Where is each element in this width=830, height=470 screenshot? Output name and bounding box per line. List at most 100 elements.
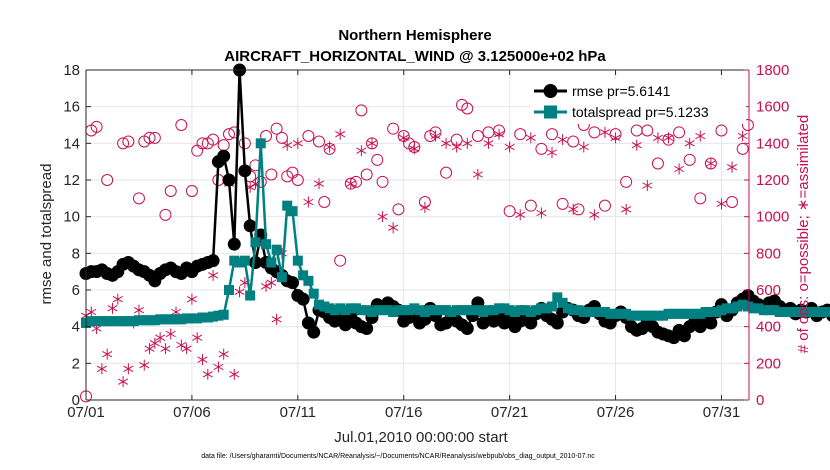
assimilated-obs-point <box>451 141 462 153</box>
totalspread-point <box>509 307 520 317</box>
legend-spread-marker <box>544 105 557 119</box>
possible-obs-point <box>222 128 235 141</box>
totalspread-point <box>785 307 796 317</box>
totalspread-point <box>102 316 113 327</box>
series-layer <box>79 63 830 403</box>
totalspread-point <box>314 299 325 310</box>
possible-obs-point <box>471 130 484 142</box>
totalspread-point <box>721 303 732 314</box>
totalspread-point <box>340 305 351 316</box>
totalspread-point <box>165 314 176 325</box>
totalspread-point <box>303 275 314 286</box>
assimilated-obs-point <box>133 304 144 316</box>
totalspread-point <box>86 316 97 327</box>
possible-obs-point <box>694 192 707 205</box>
rmse-point <box>217 149 231 163</box>
x-tick-label: 07/01 <box>67 404 105 421</box>
totalspread-point <box>742 301 753 312</box>
assimilated-obs-point <box>144 343 155 355</box>
y-right-tick-label: 400 <box>756 319 781 336</box>
totalspread-point <box>419 307 430 317</box>
possible-obs-point <box>291 174 304 186</box>
assimilated-obs-point <box>202 368 213 380</box>
y-tick-label: 12 <box>63 172 80 189</box>
possible-obs-point <box>651 157 664 170</box>
possible-obs-point <box>318 196 331 208</box>
totalspread-point <box>621 308 632 319</box>
assimilated-obs-point <box>112 293 123 305</box>
totalspread-point <box>133 315 144 326</box>
assimilated-obs-point <box>430 130 441 142</box>
rmse-point <box>222 173 236 187</box>
totalspread-point <box>382 305 393 316</box>
totalspread-point <box>430 305 441 316</box>
assimilated-obs-point <box>398 132 409 144</box>
possible-obs-point <box>175 119 188 131</box>
possible-obs-point <box>143 131 156 144</box>
totalspread-point <box>594 307 605 317</box>
assimilated-obs-point <box>234 286 245 298</box>
assimilated-obs-point <box>165 328 176 340</box>
rmse-point <box>243 219 257 233</box>
assimilated-obs-point <box>684 137 695 149</box>
y-right-tick-label: 800 <box>756 245 781 262</box>
rmse-point <box>238 164 252 178</box>
totalspread-point <box>308 288 319 299</box>
y-tick-label: 6 <box>72 282 80 299</box>
possible-obs-point <box>117 137 130 150</box>
totalspread-point <box>356 305 367 316</box>
totalspread-point <box>700 307 711 317</box>
y-right-tick-label: 200 <box>756 355 781 372</box>
possible-obs-point <box>275 131 288 144</box>
totalspread-point <box>552 292 563 303</box>
assimilated-obs-point <box>568 203 579 215</box>
x-axis-label: Jul.01,2010 00:00:00 start <box>334 429 508 446</box>
x-tick-label: 07/21 <box>491 404 529 421</box>
totalspread-point <box>547 301 558 312</box>
totalspread-point <box>573 305 584 316</box>
totalspread-point <box>186 313 197 324</box>
totalspread-point <box>817 307 828 317</box>
totalspread-point <box>663 308 674 319</box>
totalspread-point <box>822 307 830 317</box>
possible-obs-point <box>196 137 209 150</box>
totalspread-point <box>372 305 383 316</box>
possible-obs-point <box>122 135 135 148</box>
totalspread-point <box>292 255 303 266</box>
y-right-tick-label: 1000 <box>756 209 789 226</box>
assimilated-obs-point <box>213 361 224 373</box>
assimilated-obs-point <box>515 209 526 221</box>
assimilated-obs-point <box>642 180 653 191</box>
totalspread-point <box>409 303 420 314</box>
rmse-point <box>307 325 321 339</box>
y-tick-label: 8 <box>72 245 80 262</box>
rmse-point <box>227 237 241 251</box>
x-tick-label: 07/31 <box>703 404 741 421</box>
totalspread-point <box>674 308 685 319</box>
x-tick-label: 07/26 <box>597 404 635 421</box>
totalspread-point <box>541 303 552 314</box>
possible-obs-point <box>741 119 754 131</box>
totalspread-point <box>494 303 505 314</box>
assimilated-obs-point <box>737 130 748 142</box>
totalspread-point <box>578 307 589 317</box>
possible-obs-point <box>132 192 145 205</box>
assimilated-obs-point <box>96 363 107 375</box>
totalspread-point <box>271 244 282 255</box>
totalspread-point <box>520 305 531 316</box>
assimilated-obs-point <box>292 137 303 149</box>
totalspread-point <box>298 270 309 281</box>
totalspread-point <box>732 301 743 312</box>
assimilated-obs-point <box>366 137 377 149</box>
totalspread-point <box>361 305 372 316</box>
y-tick-label: 4 <box>72 319 80 336</box>
legend-rmse-label: rmse pr=5.6141 <box>572 83 671 99</box>
totalspread-point <box>329 305 340 316</box>
assimilated-obs-point <box>727 161 738 173</box>
possible-obs-point <box>726 196 739 208</box>
totalspread-point <box>435 305 446 316</box>
totalspread-point <box>112 316 123 327</box>
assimilated-obs-point <box>599 126 610 138</box>
possible-obs-point <box>260 130 273 142</box>
totalspread-point <box>107 316 118 327</box>
